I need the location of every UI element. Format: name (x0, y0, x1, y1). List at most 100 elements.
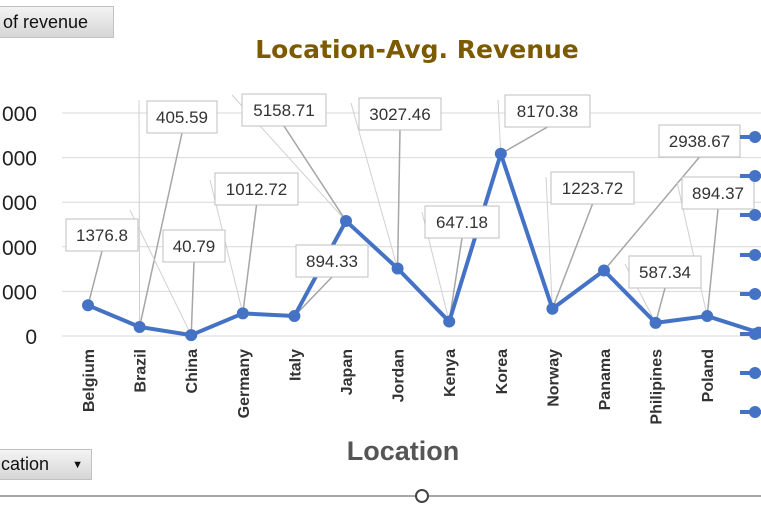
chart-title: Location-Avg. Revenue (255, 35, 579, 64)
y-tick-label: 000 (2, 281, 37, 304)
x-tick-label: Korea (494, 349, 511, 394)
dropdown-arrow-icon: ▼ (72, 459, 83, 471)
data-label-box (550, 171, 635, 205)
data-labels: 1376.8 405.59 40.79 1012.72 894.33 5158.71 302… (65, 93, 755, 289)
axis-field-button[interactable]: cation ▼ (0, 449, 92, 480)
series-line (87, 151, 760, 338)
leader-line (190, 261, 195, 336)
data-label: 40.79 (173, 237, 216, 256)
data-label-box (295, 244, 369, 278)
x-tick-label: Norway (545, 349, 562, 407)
value-field-button[interactable]: of revenue (0, 6, 114, 38)
leader-line (603, 156, 701, 271)
data-label-box (146, 100, 218, 134)
data-point[interactable] (133, 320, 146, 333)
data-label-box (681, 176, 755, 210)
data-label-box (162, 229, 226, 263)
leader-line (138, 132, 183, 328)
data-label: 405.59 (156, 108, 208, 127)
data-label-box (65, 218, 139, 252)
leader-line (500, 126, 548, 155)
data-label: 5158.71 (253, 101, 314, 120)
legend-marker[interactable] (749, 249, 761, 261)
x-tick-label: Philipines (649, 349, 666, 425)
legend-marker[interactable] (749, 328, 761, 340)
leader-line (87, 250, 103, 306)
leader-line (242, 204, 258, 314)
data-label-box (504, 94, 591, 128)
x-tick-label: Kenya (442, 349, 459, 397)
data-point[interactable] (288, 310, 301, 323)
series-polyline (87, 151, 760, 338)
legend-marker[interactable] (749, 131, 761, 143)
data-point[interactable] (82, 299, 94, 312)
data-label: 1376.8 (76, 226, 128, 245)
data-label: 2938.67 (669, 132, 730, 151)
data-point[interactable] (546, 302, 559, 315)
data-label-box (358, 97, 442, 131)
y-tick-label: 000 (2, 237, 37, 260)
x-tick-label: Poland (700, 349, 717, 402)
y-tick-label: 000 (2, 192, 37, 215)
data-points (82, 147, 761, 342)
leader-line-faint (545, 176, 553, 309)
x-tick-label: Belgium (81, 349, 98, 412)
legend-marker[interactable] (749, 406, 761, 418)
legend-marker[interactable] (749, 209, 761, 221)
data-label: 3027.46 (369, 105, 430, 124)
x-tick-label: Brazil (133, 349, 150, 393)
data-label-box (214, 172, 299, 206)
data-label-box (658, 124, 741, 158)
data-label: 894.37 (692, 184, 744, 203)
data-point[interactable] (443, 315, 456, 328)
x-tick-label: Italy (287, 349, 304, 381)
leader-line-faint (138, 99, 141, 327)
x-tick-label: Panama (597, 349, 614, 410)
data-label-box (241, 93, 327, 127)
x-axis-ticks: Belgium Brazil China Germany Italy Japan Jorda… (81, 349, 717, 425)
data-point[interactable] (649, 316, 662, 329)
data-point[interactable] (236, 307, 249, 320)
legend-marker[interactable] (749, 367, 761, 379)
leader-line (551, 203, 594, 309)
data-label-box (424, 205, 500, 239)
leader-line (396, 129, 401, 269)
x-tick-label: Japan (339, 349, 356, 395)
data-label: 587.34 (639, 263, 691, 282)
leader-line-faint (350, 102, 399, 269)
scroll-handle[interactable] (415, 489, 429, 503)
legend-marker[interactable] (749, 170, 761, 182)
data-point[interactable] (494, 147, 507, 160)
data-label: 894.33 (306, 252, 358, 271)
x-tick-label: Germany (236, 349, 253, 418)
data-point[interactable] (340, 214, 352, 227)
data-label-box (628, 255, 702, 289)
y-tick-label: 000 (2, 103, 37, 126)
data-label: 1223.72 (562, 179, 623, 198)
x-axis-title: Location (347, 436, 460, 466)
data-label: 647.18 (436, 213, 488, 232)
y-tick-label: 000 (2, 148, 37, 171)
axis-field-label: cation (1, 454, 50, 474)
legend-markers (740, 131, 761, 418)
value-field-label: of revenue (3, 11, 89, 32)
leader-line (706, 208, 719, 317)
data-point[interactable] (598, 264, 610, 277)
data-label: 1012.72 (226, 180, 287, 199)
leader-line (448, 237, 463, 322)
legend-marker[interactable] (749, 288, 761, 300)
leader-line (283, 125, 347, 222)
label-leader-lines (87, 94, 719, 336)
data-point[interactable] (701, 310, 714, 323)
leader-line-faint (129, 209, 192, 336)
gridlines (62, 112, 761, 337)
data-label: 8170.38 (517, 102, 578, 121)
y-tick-label: 0 (25, 326, 37, 349)
leader-line-faint (497, 99, 502, 154)
x-tick-label: China (184, 349, 201, 394)
data-point[interactable] (391, 262, 404, 275)
data-point[interactable] (185, 329, 198, 342)
leader-line (293, 276, 333, 317)
